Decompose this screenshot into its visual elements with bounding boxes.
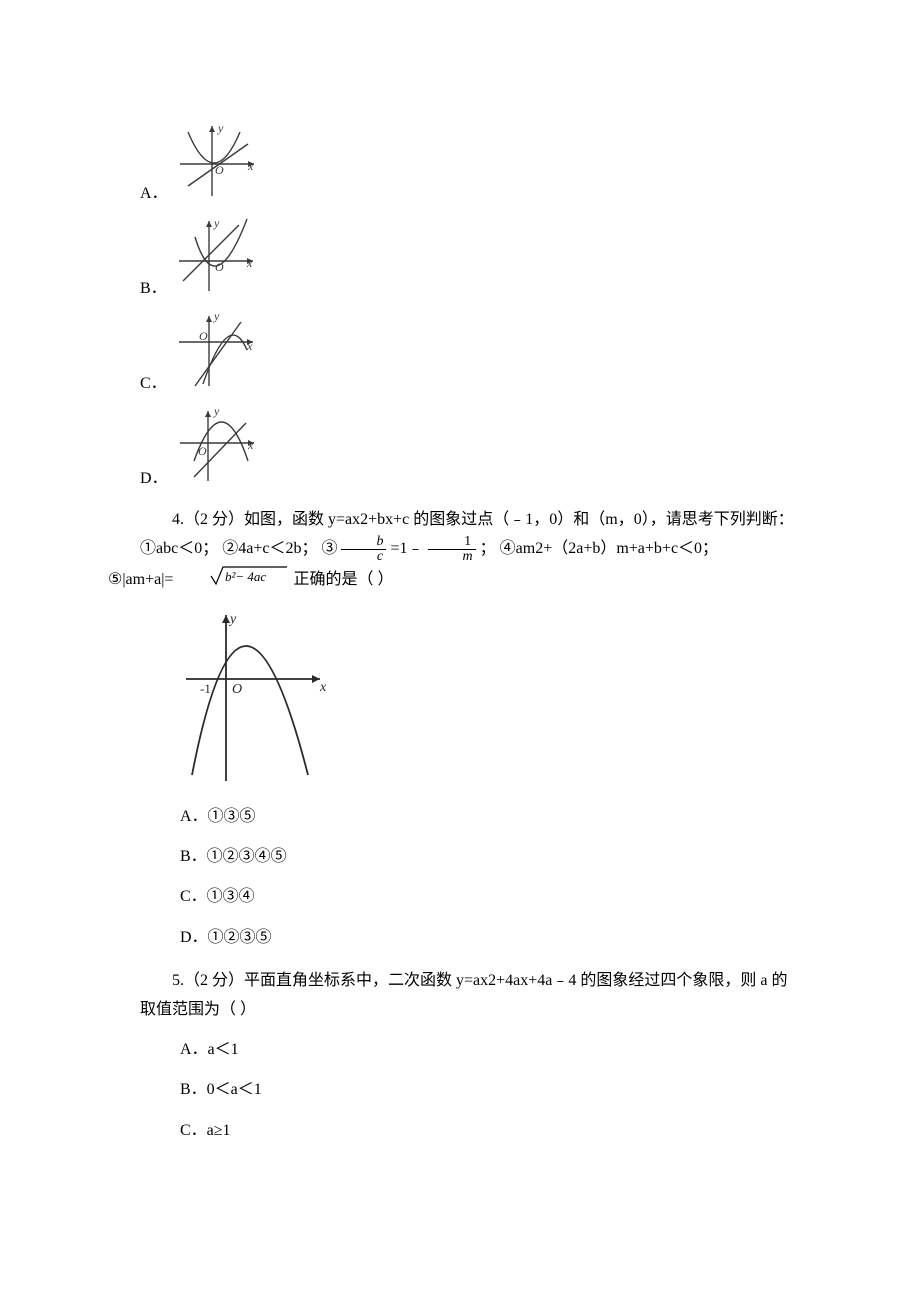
q4-option-b: B．①②③④⑤ bbox=[180, 842, 800, 872]
sqrt-expr: b²− 4ac bbox=[177, 564, 289, 597]
svg-text:O: O bbox=[215, 163, 224, 177]
svg-text:O: O bbox=[198, 444, 207, 458]
svg-text:y: y bbox=[228, 612, 237, 627]
svg-text:O: O bbox=[215, 260, 224, 274]
q3-graph-d: O x y bbox=[174, 405, 262, 492]
option-a-label: A． bbox=[140, 179, 168, 207]
svg-text:y: y bbox=[213, 310, 220, 323]
q4-stmt3-post: ； bbox=[480, 540, 496, 557]
svg-text:O: O bbox=[199, 329, 208, 343]
question-5: 5.（2 分）平面直角坐标系中，二次函数 y=ax2+4ax+4a﹣4 的图象经… bbox=[140, 967, 800, 1025]
q3-graph-b: O x y bbox=[173, 215, 261, 302]
q3-option-d: D． O x y bbox=[140, 405, 800, 492]
q3-graph-c: O x y bbox=[173, 310, 261, 397]
q5-option-a: A．a＜1 bbox=[180, 1035, 800, 1065]
q4-frac-mid: =1﹣ bbox=[390, 540, 423, 557]
q4-stmt2: ②4a+c＜2b； bbox=[222, 540, 317, 557]
option-b-label: B． bbox=[140, 274, 167, 302]
option-d-label: D． bbox=[140, 464, 168, 492]
q3-graph-a: O x y bbox=[174, 120, 262, 207]
svg-text:x: x bbox=[319, 680, 327, 695]
q4-stmt5-post: 正确的是（ ） bbox=[293, 571, 393, 588]
svg-text:y: y bbox=[217, 121, 224, 135]
svg-text:O: O bbox=[232, 682, 242, 697]
q4-stmt1: ①abc＜0； bbox=[140, 540, 218, 557]
q3-option-c: C． O x y bbox=[140, 310, 800, 397]
q4-option-c: C．①③④ bbox=[180, 882, 800, 912]
q4-option-a: A．①③⑤ bbox=[180, 802, 800, 832]
q4-stmt3-pre: ③ bbox=[321, 540, 337, 557]
q4-graph: y x -1 O bbox=[180, 607, 800, 792]
svg-text:y: y bbox=[213, 216, 220, 230]
svg-text:y: y bbox=[213, 405, 220, 418]
question-4: 4.（2 分）如图，函数 y=ax2+bx+c 的图象过点（﹣1，0）和（m，0… bbox=[140, 506, 800, 597]
q4-stmt5-pre: ⑤|am+a|= bbox=[108, 571, 173, 588]
q5-option-c: C．a≥1 bbox=[180, 1116, 800, 1146]
svg-text:b²− 4ac: b²− 4ac bbox=[225, 569, 266, 584]
frac-1m: 1 m bbox=[428, 535, 476, 564]
q3-option-a: A． O x y bbox=[140, 120, 800, 207]
q4-option-d: D．①②③⑤ bbox=[180, 923, 800, 953]
option-c-label: C． bbox=[140, 369, 167, 397]
svg-text:x: x bbox=[246, 256, 253, 270]
q5-option-b: B．0＜a＜1 bbox=[180, 1075, 800, 1105]
q4-stmt4: ④am2+（2a+b）m+a+b+c＜0； bbox=[500, 540, 718, 557]
frac-bc: b c bbox=[341, 535, 386, 564]
q4-prefix: 4.（2 分）如图，函数 y=ax2+bx+c 的图象过点（﹣1，0）和（m，0… bbox=[172, 511, 794, 528]
svg-text:-1: -1 bbox=[200, 681, 211, 696]
svg-text:x: x bbox=[246, 339, 253, 353]
q3-option-b: B． O x y bbox=[140, 215, 800, 302]
svg-text:x: x bbox=[247, 438, 254, 452]
svg-text:x: x bbox=[247, 159, 254, 173]
